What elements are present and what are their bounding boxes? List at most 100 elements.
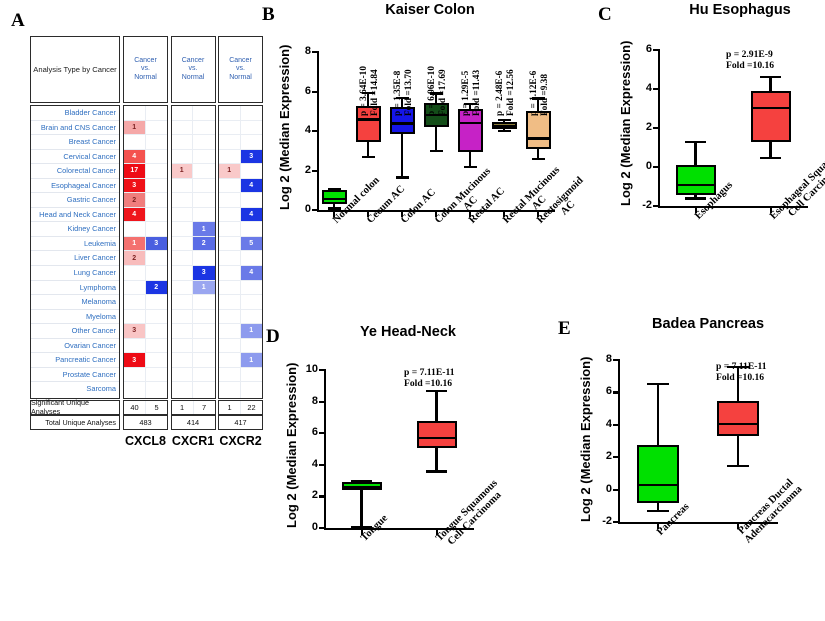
table-cell[interactable] — [219, 324, 240, 339]
table-cell[interactable] — [193, 295, 215, 310]
table-cell[interactable] — [145, 121, 167, 136]
table-cell[interactable]: 4 — [124, 149, 145, 165]
table-cell[interactable] — [171, 324, 192, 339]
table-cell[interactable]: 4 — [240, 266, 262, 281]
table-cell[interactable] — [145, 310, 167, 325]
table-cell[interactable] — [124, 310, 145, 325]
table-cell[interactable] — [124, 339, 145, 354]
table-cell[interactable] — [145, 179, 167, 194]
table-cell[interactable] — [193, 150, 215, 165]
table-cell[interactable] — [240, 368, 262, 383]
table-cell[interactable] — [171, 208, 192, 223]
table-cell[interactable] — [171, 353, 192, 368]
table-cell[interactable] — [145, 135, 167, 150]
table-cell[interactable] — [145, 106, 167, 121]
table-cell[interactable] — [193, 324, 215, 339]
table-cell[interactable]: 2 — [124, 193, 145, 208]
table-cell[interactable] — [171, 266, 192, 281]
table-cell[interactable] — [193, 353, 215, 368]
table-cell[interactable] — [145, 266, 167, 281]
table-cell[interactable] — [240, 339, 262, 354]
table-cell[interactable] — [171, 150, 192, 165]
table-cell[interactable] — [145, 339, 167, 354]
table-cell[interactable] — [124, 266, 145, 281]
table-cell[interactable] — [193, 193, 215, 208]
table-cell[interactable] — [124, 382, 145, 397]
box[interactable] — [525, 110, 551, 149]
box[interactable] — [457, 108, 483, 153]
table-cell[interactable] — [219, 310, 240, 325]
table-cell[interactable] — [240, 193, 262, 208]
table-cell[interactable] — [219, 193, 240, 208]
table-cell[interactable]: 1 — [240, 324, 262, 339]
table-cell[interactable]: 3 — [193, 266, 215, 281]
table-cell[interactable] — [171, 121, 192, 136]
table-cell[interactable] — [193, 339, 215, 354]
table-cell[interactable] — [171, 179, 192, 194]
table-cell[interactable]: 4 — [124, 207, 145, 223]
table-cell[interactable] — [240, 164, 262, 179]
table-cell[interactable] — [219, 266, 240, 281]
box[interactable] — [389, 106, 415, 134]
table-cell[interactable] — [172, 382, 193, 397]
box[interactable] — [321, 190, 347, 204]
table-cell[interactable]: 1 — [171, 164, 192, 179]
table-cell[interactable] — [171, 106, 192, 121]
table-cell[interactable] — [145, 150, 167, 165]
table-cell[interactable] — [240, 135, 262, 150]
table-cell[interactable] — [193, 251, 215, 267]
table-cell[interactable]: 2 — [145, 280, 167, 296]
table-cell[interactable]: 4 — [240, 178, 262, 194]
table-cell[interactable] — [241, 382, 263, 397]
table-cell[interactable] — [240, 121, 262, 136]
table-cell[interactable] — [219, 208, 240, 223]
table-cell[interactable] — [193, 179, 215, 194]
table-cell[interactable] — [240, 106, 262, 121]
table-cell[interactable]: 17 — [124, 164, 145, 179]
table-cell[interactable] — [171, 193, 192, 208]
table-cell[interactable]: 1 — [193, 280, 215, 296]
table-cell[interactable] — [240, 310, 262, 325]
table-cell[interactable]: 3 — [240, 149, 262, 165]
table-cell[interactable]: 1 — [193, 222, 215, 237]
table-cell[interactable] — [240, 295, 262, 310]
table-cell[interactable] — [171, 237, 192, 252]
table-cell[interactable] — [193, 135, 215, 150]
table-cell[interactable] — [219, 179, 240, 194]
box[interactable] — [355, 105, 381, 143]
table-cell[interactable] — [171, 339, 192, 354]
box[interactable] — [675, 165, 716, 195]
table-cell[interactable]: 3 — [124, 324, 145, 339]
table-cell[interactable]: 1 — [124, 120, 145, 136]
table-cell[interactable] — [145, 353, 167, 368]
table-cell[interactable] — [171, 295, 192, 310]
table-cell[interactable] — [219, 281, 240, 296]
table-cell[interactable] — [124, 368, 145, 383]
table-cell[interactable]: 4 — [240, 207, 262, 223]
table-cell[interactable]: 1 — [219, 164, 240, 179]
table-cell[interactable] — [124, 135, 145, 150]
table-cell[interactable]: 2 — [193, 236, 215, 252]
table-cell[interactable] — [193, 382, 215, 397]
table-cell[interactable] — [193, 208, 215, 223]
table-cell[interactable] — [124, 222, 145, 237]
table-cell[interactable]: 3 — [124, 178, 145, 194]
table-cell[interactable] — [193, 121, 215, 136]
table-cell[interactable]: 3 — [124, 353, 145, 368]
table-cell[interactable]: 5 — [240, 236, 262, 252]
box[interactable] — [416, 420, 457, 448]
table-cell[interactable] — [240, 222, 262, 237]
table-cell[interactable] — [145, 208, 167, 223]
table-cell[interactable] — [219, 339, 240, 354]
table-cell[interactable] — [219, 222, 240, 237]
table-cell[interactable] — [193, 368, 215, 383]
table-cell[interactable] — [146, 382, 168, 397]
box[interactable] — [717, 401, 759, 437]
table-cell[interactable]: 1 — [124, 236, 145, 252]
table-cell[interactable] — [219, 237, 240, 252]
table-cell[interactable] — [219, 121, 240, 136]
table-cell[interactable] — [124, 106, 145, 121]
table-cell[interactable] — [145, 193, 167, 208]
table-cell[interactable] — [171, 135, 192, 150]
table-cell[interactable] — [171, 281, 192, 296]
